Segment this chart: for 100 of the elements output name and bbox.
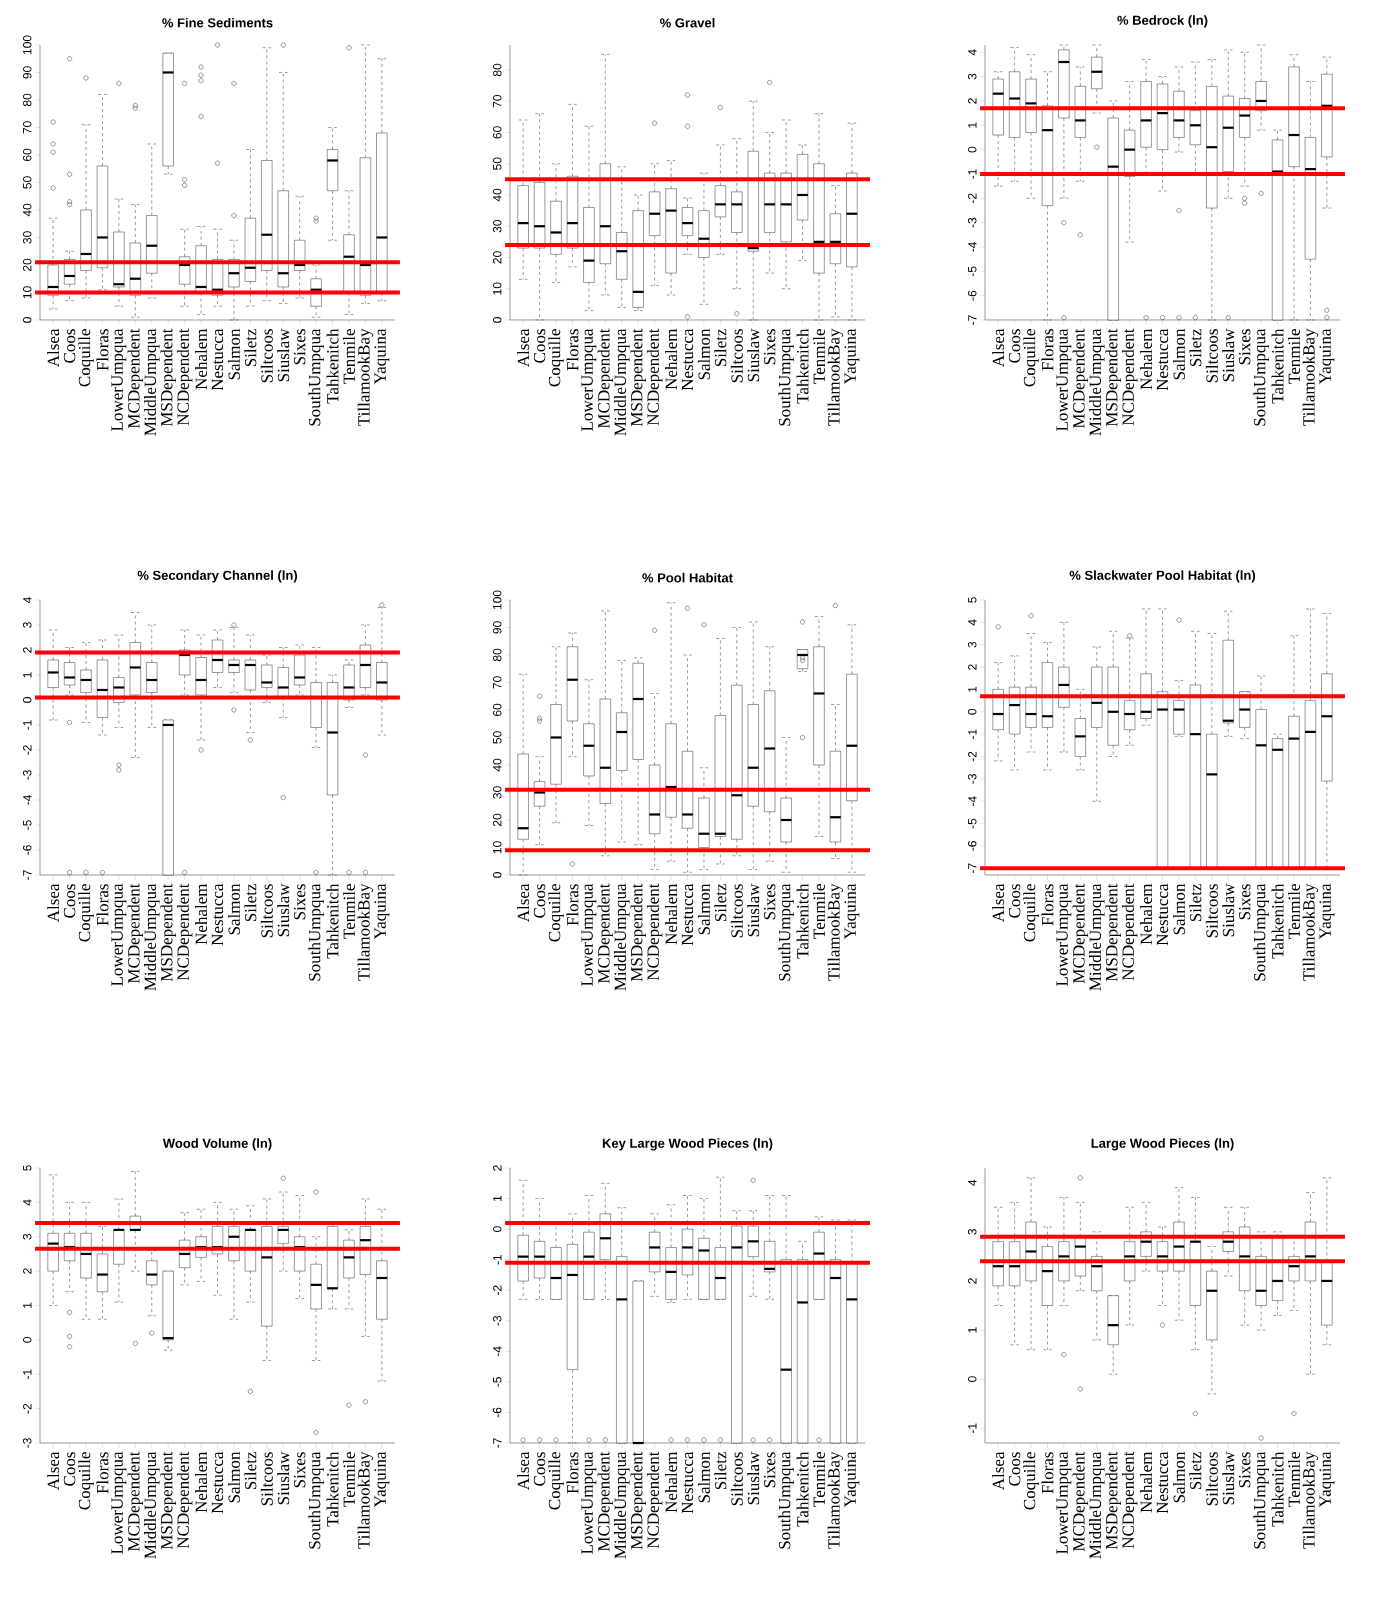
x-tick-label: LowerUmpqua	[111, 1451, 127, 1554]
x-tick-label: Siuslaw	[277, 883, 290, 937]
y-tick-label: 1	[493, 1195, 502, 1201]
x-tick-label: Floras	[96, 329, 109, 371]
x-tick-label: MSDependent	[1105, 883, 1121, 982]
x-tick-label: Nehalem	[1140, 883, 1153, 945]
x-tick-label: Sixes	[1238, 329, 1251, 365]
y-tick-label: 20	[492, 251, 502, 264]
x-tick-label: Tahkenitch	[1271, 883, 1284, 959]
y-tick-label: -6	[492, 1407, 502, 1418]
y-tick-label: 4	[968, 619, 977, 626]
x-tick-label: Tenmile	[813, 329, 825, 384]
x-tick-label: Salmon	[227, 1451, 240, 1503]
y-tick-label: 30	[22, 231, 32, 244]
x-tick-label: MCDependent	[1072, 883, 1089, 984]
x-tick-label: SouthUmpqua	[1253, 1451, 1269, 1549]
y-tick-label: -3	[22, 770, 32, 780]
x-tick-label: TillamookBay	[827, 883, 844, 981]
y-tick-label: -4	[493, 1346, 502, 1357]
x-tick-label: MiddleUmpqua	[614, 1451, 630, 1559]
x-tick-label: TillamookBay	[357, 1451, 374, 1549]
x-tick-label: Tahkenitch	[326, 328, 339, 404]
x-tick-label: Siletz	[1189, 328, 1202, 367]
y-tick-label: 50	[492, 157, 502, 170]
x-tick-label: LowerUmpqua	[111, 328, 127, 431]
y-tick-label: 1	[23, 672, 32, 678]
chart-title: % Secondary Channel (ln)	[137, 570, 298, 583]
y-tick-label: 4	[968, 49, 977, 56]
x-tick-label: Coos	[63, 329, 76, 363]
x-tick-label: Sixes	[763, 1452, 776, 1488]
y-tick-label: 80	[492, 648, 502, 662]
x-tick-label: Floras	[566, 1452, 579, 1494]
y-tick-label: 3	[967, 1229, 977, 1235]
chart-title: % Gravel	[660, 17, 715, 28]
x-tick-label: Nehalem	[665, 1451, 678, 1513]
x-tick-label: Alsea	[517, 1451, 530, 1491]
x-tick-label: MSDependent	[160, 1451, 176, 1550]
x-tick-label: Floras	[96, 1452, 109, 1494]
x-tick-label: Coquille	[548, 1452, 564, 1510]
x-tick-label: MSDependent	[160, 328, 176, 427]
x-tick-label: NCDependent	[1121, 883, 1138, 981]
x-tick-label: Coos	[1008, 1452, 1021, 1486]
x-tick-label: Siletz	[714, 1452, 727, 1490]
chart-title: Wood Volume (ln)	[162, 1138, 272, 1151]
y-tick-label: -2	[968, 751, 977, 762]
x-tick-label: Salmon	[697, 1451, 710, 1503]
y-tick-label: 2	[968, 98, 977, 104]
x-tick-label: MCDependent	[597, 328, 614, 429]
x-tick-label: Salmon	[697, 883, 710, 935]
x-tick-label: NCDependent	[646, 883, 663, 981]
x-tick-label: Floras	[1041, 329, 1054, 371]
x-tick-label: Yaquina	[844, 883, 860, 940]
x-tick-label: Coquille	[78, 329, 94, 387]
x-tick-label: TillamookBay	[827, 328, 844, 426]
x-tick-label: Sixes	[1238, 884, 1251, 920]
y-tick-label: -1	[23, 720, 32, 730]
y-tick-label: 10	[492, 841, 502, 854]
x-tick-label: Siletz	[244, 328, 257, 367]
y-tick-label: -7	[968, 863, 977, 874]
y-tick-label: 1	[968, 122, 977, 128]
y-tick-label: 2	[493, 1165, 502, 1171]
x-tick-label: Yaquina	[1319, 883, 1335, 940]
x-tick-label: Sixes	[293, 329, 306, 365]
x-tick-label: Siltcoos	[730, 329, 743, 383]
x-tick-label: Salmon	[227, 328, 240, 380]
x-tick-label: MCDependent	[597, 1451, 614, 1552]
y-tick-label: 40	[22, 203, 32, 217]
chart-title: % Fine Sediments	[162, 17, 273, 28]
x-tick-label: Coos	[63, 884, 76, 918]
y-tick-label: -2	[493, 1285, 502, 1296]
y-tick-label: 3	[22, 1233, 32, 1240]
y-tick-label: 50	[492, 731, 502, 744]
x-tick-label: Tahkenitch	[796, 883, 809, 959]
x-tick-label: Nestucca	[211, 883, 224, 946]
x-tick-label: Salmon	[227, 883, 240, 935]
x-tick-label: Coos	[63, 1452, 76, 1486]
x-tick-label: Yaquina	[844, 1451, 860, 1508]
x-tick-label: LowerUmpqua	[581, 883, 597, 986]
x-tick-label: Sixes	[293, 884, 306, 920]
y-tick-label: 0	[492, 317, 502, 323]
y-tick-label: 0	[967, 1376, 977, 1383]
x-tick-label: Siltcoos	[260, 329, 273, 383]
y-tick-label: -1	[23, 1369, 32, 1380]
x-tick-label: Nestucca	[211, 328, 224, 391]
x-tick-label: Tahkenitch	[1271, 328, 1284, 404]
x-tick-label: Yaquina	[1319, 1451, 1335, 1508]
y-tick-label: 5	[23, 1165, 32, 1171]
x-tick-label: Coos	[533, 1452, 546, 1486]
x-tick-label: MCDependent	[127, 883, 144, 984]
y-tick-label: 70	[492, 95, 502, 108]
x-tick-label: MSDependent	[630, 328, 646, 427]
x-tick-label: Salmon	[1172, 1451, 1185, 1503]
y-tick-label: 10	[22, 286, 32, 299]
x-tick-label: Nestucca	[681, 1451, 694, 1514]
x-tick-label: Alsea	[47, 883, 60, 923]
x-tick-label: Nehalem	[665, 328, 678, 390]
y-tick-label: 2	[968, 664, 977, 670]
x-tick-label: LowerUmpqua	[111, 883, 127, 986]
x-tick-label: Siuslaw	[747, 328, 760, 382]
x-tick-label: Siletz	[1189, 883, 1202, 922]
